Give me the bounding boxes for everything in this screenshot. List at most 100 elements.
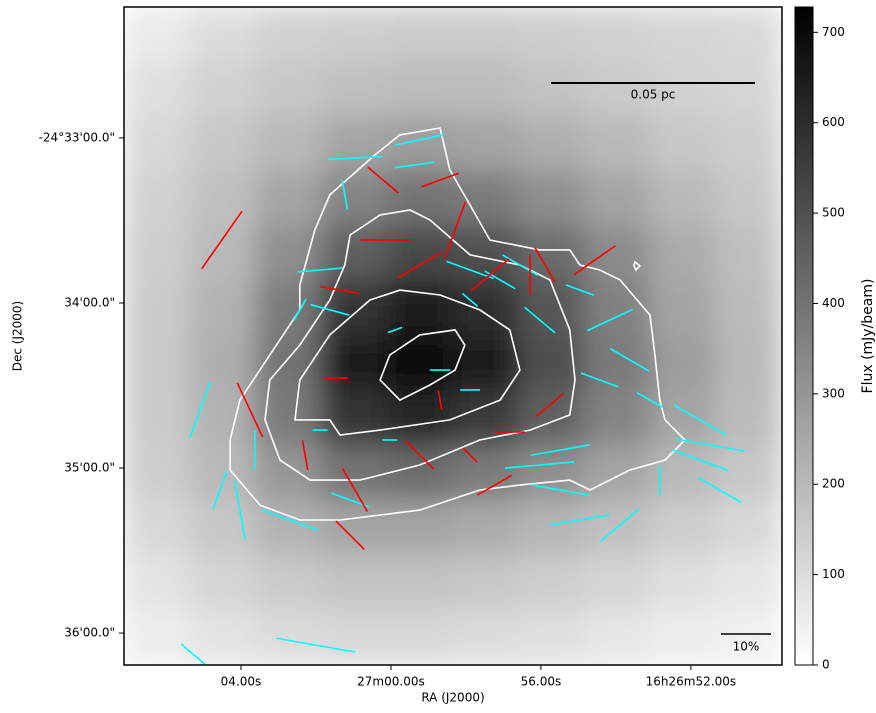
y-axis-label: Dec (J2000) (11, 301, 25, 371)
flux-cell (584, 7, 651, 63)
flux-cell (649, 171, 717, 227)
polarization-vector (292, 298, 307, 322)
flux-cell (320, 171, 388, 227)
flux-cell (649, 61, 717, 118)
contour (264, 209, 576, 481)
flux-cell (715, 500, 782, 556)
flux-cell (518, 7, 586, 63)
flux-cell (386, 61, 454, 118)
polarization-vector (335, 520, 365, 550)
flux-cell (452, 116, 520, 172)
flux-cell (124, 7, 191, 63)
flux-cell (189, 390, 257, 447)
flux-cell (255, 390, 322, 447)
flux-cell (452, 280, 520, 337)
flux-cell (124, 280, 191, 337)
x-tick-label: 56.00s (521, 675, 562, 689)
flux-cell (189, 554, 257, 611)
flux-cell (452, 390, 520, 447)
flux-cell (320, 554, 388, 611)
flux-cell (715, 7, 782, 63)
flux-cell (715, 554, 782, 611)
colorbar-label: Flux (mJy/beam) (860, 279, 876, 394)
flux-cell (452, 445, 520, 501)
flux-cell (518, 554, 586, 611)
polarization-vector (395, 133, 445, 146)
polarization-vector (504, 461, 575, 469)
flux-cell (386, 7, 454, 63)
contour (294, 289, 521, 436)
polarization-vector (600, 508, 640, 542)
colorbar (794, 6, 814, 666)
colorbar-tick-label: 200 (822, 477, 845, 491)
flux-cell (124, 225, 191, 282)
flux-cell (518, 61, 586, 118)
flux-cell (452, 7, 520, 63)
flux-cell (124, 554, 191, 611)
polarization-vector (437, 390, 443, 411)
flux-cell (649, 500, 717, 556)
polarization-vector (233, 480, 246, 540)
flux-cell (452, 171, 520, 227)
polarization-vector (405, 440, 435, 470)
x-tick-label: 04.00s (221, 675, 262, 689)
flux-cell (649, 7, 717, 63)
flux-cell (320, 609, 388, 665)
x-axis-label: RA (J2000) (421, 691, 484, 705)
colorbar-tick-label: 700 (822, 25, 845, 39)
flux-image (124, 7, 782, 665)
flux-cell (452, 609, 520, 665)
polarization-vector (470, 258, 510, 292)
colorbar-tick-label: 500 (822, 206, 845, 220)
flux-cell (518, 500, 586, 556)
flux-cell (518, 390, 586, 447)
flux-cell (584, 390, 651, 447)
polarization-vector (341, 179, 349, 210)
polarization-vector (444, 201, 467, 259)
polarization-vector (462, 447, 478, 463)
flux-cell (386, 500, 454, 556)
x-tick-label: 16h26m52.00s (646, 675, 736, 689)
flux-cell (320, 280, 388, 337)
flux-cell (124, 390, 191, 447)
colorbar-tick-label: 300 (822, 386, 845, 400)
polarization-vector (327, 155, 383, 161)
contour (229, 127, 687, 521)
polarization-vector (261, 509, 319, 532)
colorbar-tick-label: 400 (822, 296, 845, 310)
flux-cell (452, 61, 520, 118)
colorbar-tick-label: 0 (822, 658, 830, 672)
flux-cell (320, 7, 388, 63)
flux-cell (255, 609, 322, 665)
flux-cell (584, 116, 651, 172)
flux-cell (452, 500, 520, 556)
flux-cell (255, 116, 322, 172)
polarization-vector (446, 260, 494, 280)
vector-key-label: 10% (733, 640, 760, 654)
flux-cell (715, 280, 782, 337)
flux-cell (584, 61, 651, 118)
polarization-vector (530, 484, 590, 497)
flux-cell (649, 554, 717, 611)
plot-frame (123, 6, 783, 666)
polarization-vector (236, 382, 264, 438)
flux-cell (518, 116, 586, 172)
polarization-vector (477, 474, 513, 496)
flux-cell (584, 225, 651, 282)
polarization-vector (609, 347, 650, 372)
flux-cell (584, 609, 651, 665)
flux-cell (715, 225, 782, 282)
flux-cell (124, 500, 191, 556)
flux-cell (715, 61, 782, 118)
flux-cell (386, 609, 454, 665)
polarization-vector (461, 292, 479, 308)
polarization-vector (341, 467, 369, 513)
flux-cell (189, 500, 257, 556)
flux-cell (320, 335, 388, 392)
polarization-vector (573, 245, 616, 276)
polarization-vector (550, 514, 610, 527)
flux-cell (124, 445, 191, 501)
scale-bar-label: 0.05 pc (631, 88, 676, 102)
polarization-vector (420, 172, 460, 188)
polarization-vector (276, 637, 356, 653)
